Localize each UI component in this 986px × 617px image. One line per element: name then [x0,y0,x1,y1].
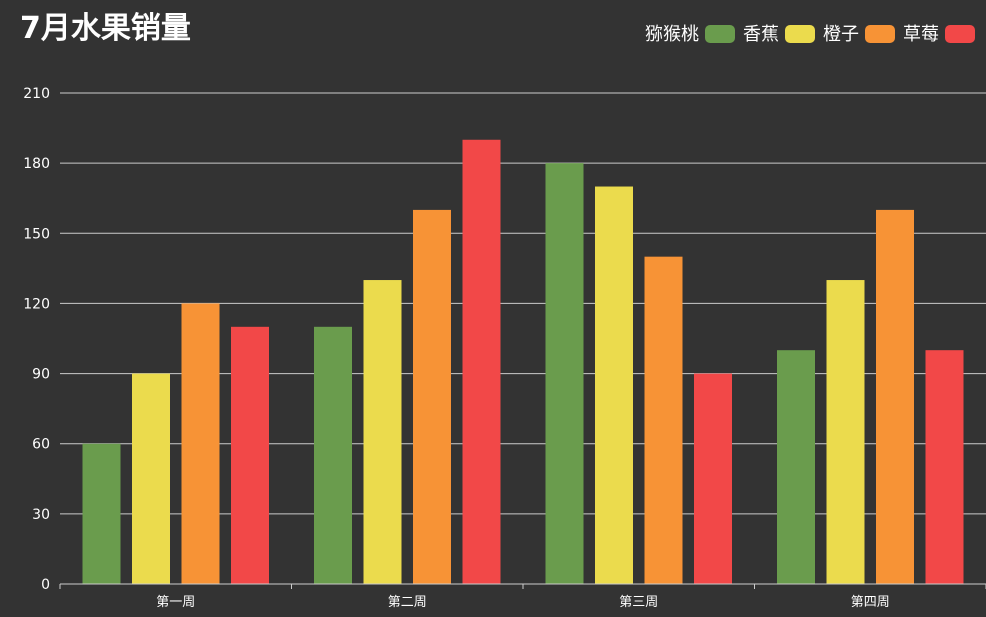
bar[interactable] [231,326,269,584]
bar[interactable] [363,280,402,584]
bar[interactable] [545,163,584,584]
y-tick-label: 60 [32,437,50,453]
bar[interactable] [694,373,732,584]
bar[interactable] [876,209,914,584]
legend-label: 橙子 [823,24,859,45]
bar[interactable] [925,350,964,584]
y-tick-label: 120 [23,296,50,312]
bar[interactable] [826,280,865,584]
bar[interactable] [413,209,451,584]
x-tick-label: 第二周 [388,595,427,610]
y-tick-label: 0 [41,577,50,593]
bar[interactable] [595,186,633,584]
legend-item[interactable]: 香蕉 [743,24,815,45]
legend-label: 草莓 [903,24,939,45]
bar[interactable] [777,350,815,584]
x-tick-label: 第三周 [619,595,658,610]
legend-label: 香蕉 [743,24,779,45]
x-axis: 第一周 第二周 第三周 第四周 [59,583,986,610]
legend-item[interactable]: 草莓 [903,24,975,45]
x-tick-label: 第一周 [156,595,195,610]
bar[interactable] [314,326,352,584]
legend-label: 猕猴桃 [645,24,699,45]
chart-title: 7月水果销量 [20,11,191,46]
legend-swatch [865,25,895,43]
legend-swatch [945,25,975,43]
bar[interactable] [644,256,683,584]
y-tick-label: 150 [23,226,50,242]
y-axis-ticks: 0 30 60 90 120 150 180 210 [23,86,50,593]
bar[interactable] [82,443,121,584]
x-tick-label: 第四周 [851,595,890,610]
bars [82,139,964,584]
legend-item[interactable]: 猕猴桃 [645,24,735,45]
y-tick-label: 210 [23,86,50,102]
legend-swatch [705,25,735,43]
bar[interactable] [132,373,170,584]
legend[interactable]: 猕猴桃 香蕉 橙子 草莓 [645,24,975,45]
legend-item[interactable]: 橙子 [823,24,895,45]
y-tick-label: 180 [23,156,50,172]
y-tick-label: 30 [32,507,50,523]
bar[interactable] [462,139,501,584]
y-tick-label: 90 [32,367,50,383]
bar[interactable] [181,303,220,584]
legend-swatch [785,25,815,43]
